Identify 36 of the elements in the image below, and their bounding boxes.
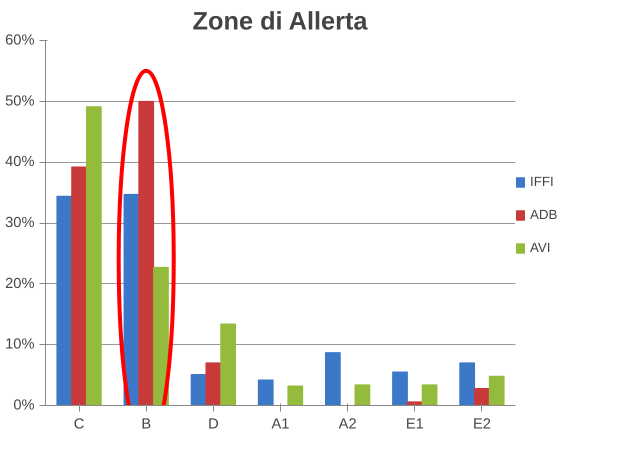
legend-label: AVI xyxy=(530,240,550,255)
bar xyxy=(124,194,140,406)
bar xyxy=(422,384,438,406)
bar xyxy=(287,386,304,406)
x-tick-label: A1 xyxy=(272,416,290,432)
y-tick-label: 50% xyxy=(5,93,35,110)
bar xyxy=(153,266,169,406)
y-tick-label: 30% xyxy=(5,215,35,231)
bar xyxy=(138,100,154,406)
x-tick-label: D xyxy=(208,416,219,432)
chart-title: Zone di Allerta xyxy=(192,8,368,36)
bar xyxy=(86,106,102,406)
bar xyxy=(324,352,341,406)
x-tick-label: E1 xyxy=(406,416,424,432)
bar xyxy=(190,374,206,406)
y-tick-label: 60% xyxy=(5,32,35,48)
y-tick-label: 10% xyxy=(5,336,35,353)
y-tick-label: 40% xyxy=(5,154,35,170)
y-tick-label: 0% xyxy=(13,398,35,414)
bar xyxy=(220,323,236,406)
bar xyxy=(56,196,72,406)
bar xyxy=(459,362,476,406)
bar xyxy=(205,362,222,406)
x-tick-label: A2 xyxy=(338,416,357,432)
x-tick-label: C xyxy=(74,416,85,432)
x-tick-label: E2 xyxy=(472,416,491,432)
bar xyxy=(392,372,408,406)
bar xyxy=(71,166,87,406)
legend-label: ADB xyxy=(530,207,558,222)
legend-label: IFFI xyxy=(530,174,554,189)
bar xyxy=(258,379,274,406)
bar xyxy=(488,376,505,406)
bar xyxy=(354,384,370,406)
bar xyxy=(474,388,490,406)
y-tick-label: 20% xyxy=(5,276,35,292)
x-tick-label: B xyxy=(141,416,152,432)
